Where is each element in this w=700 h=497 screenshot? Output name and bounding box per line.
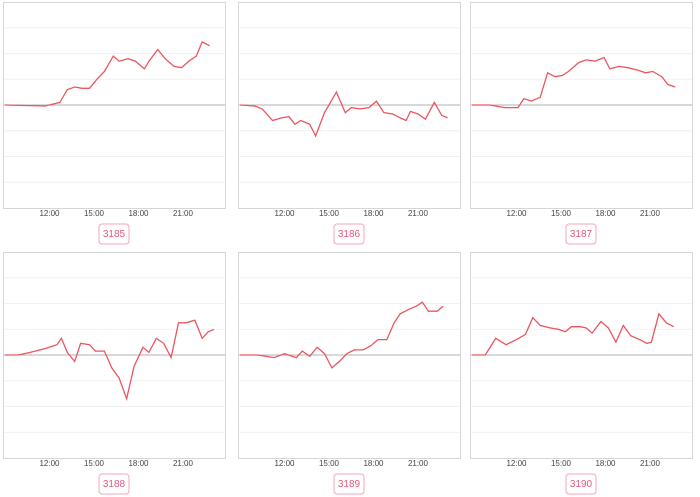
code-button[interactable] [98, 473, 130, 495]
x-tick-label: 21:00 [173, 209, 194, 218]
x-tick-label: 12:00 [274, 209, 295, 218]
code-button[interactable] [333, 473, 365, 495]
x-tick-label: 12:00 [39, 209, 60, 218]
x-tick-label: 12:00 [39, 459, 60, 468]
x-tick-label: 18:00 [128, 209, 149, 218]
code-button-label[interactable]: 3187 [570, 229, 593, 240]
x-tick-label: 21:00 [640, 459, 661, 468]
data-line [4, 40, 210, 107]
data-line [5, 319, 215, 402]
x-tick-label: 18:00 [595, 209, 616, 218]
x-tick-label: 15:00 [551, 459, 572, 468]
x-tick-label: 21:00 [408, 459, 429, 468]
x-tick-label: 18:00 [363, 459, 384, 468]
code-button[interactable] [565, 223, 597, 245]
code-button[interactable] [98, 223, 130, 245]
x-tick-label: 15:00 [319, 209, 340, 218]
code-button[interactable] [565, 473, 597, 495]
code-button-label[interactable]: 3186 [338, 229, 361, 240]
x-tick-label: 15:00 [84, 459, 105, 468]
data-line [239, 90, 448, 138]
x-tick-label: 12:00 [274, 459, 295, 468]
code-button-label[interactable]: 3185 [103, 229, 126, 240]
x-tick-label: 15:00 [84, 209, 105, 218]
code-button-label[interactable]: 3190 [570, 479, 593, 490]
data-line [472, 56, 676, 109]
code-button-label[interactable]: 3189 [338, 479, 361, 490]
x-tick-label: 21:00 [173, 459, 194, 468]
x-tick-label: 21:00 [640, 209, 661, 218]
x-tick-label: 15:00 [319, 459, 340, 468]
code-button-label[interactable]: 3188 [103, 479, 126, 490]
data-line [240, 301, 444, 369]
code-button[interactable] [333, 223, 365, 245]
x-tick-label: 18:00 [363, 209, 384, 218]
x-tick-label: 21:00 [408, 209, 429, 218]
x-tick-label: 18:00 [128, 459, 149, 468]
x-tick-label: 15:00 [551, 209, 572, 218]
x-tick-label: 12:00 [506, 459, 527, 468]
x-tick-label: 18:00 [595, 459, 616, 468]
data-line [472, 312, 675, 356]
x-tick-label: 12:00 [506, 209, 527, 218]
